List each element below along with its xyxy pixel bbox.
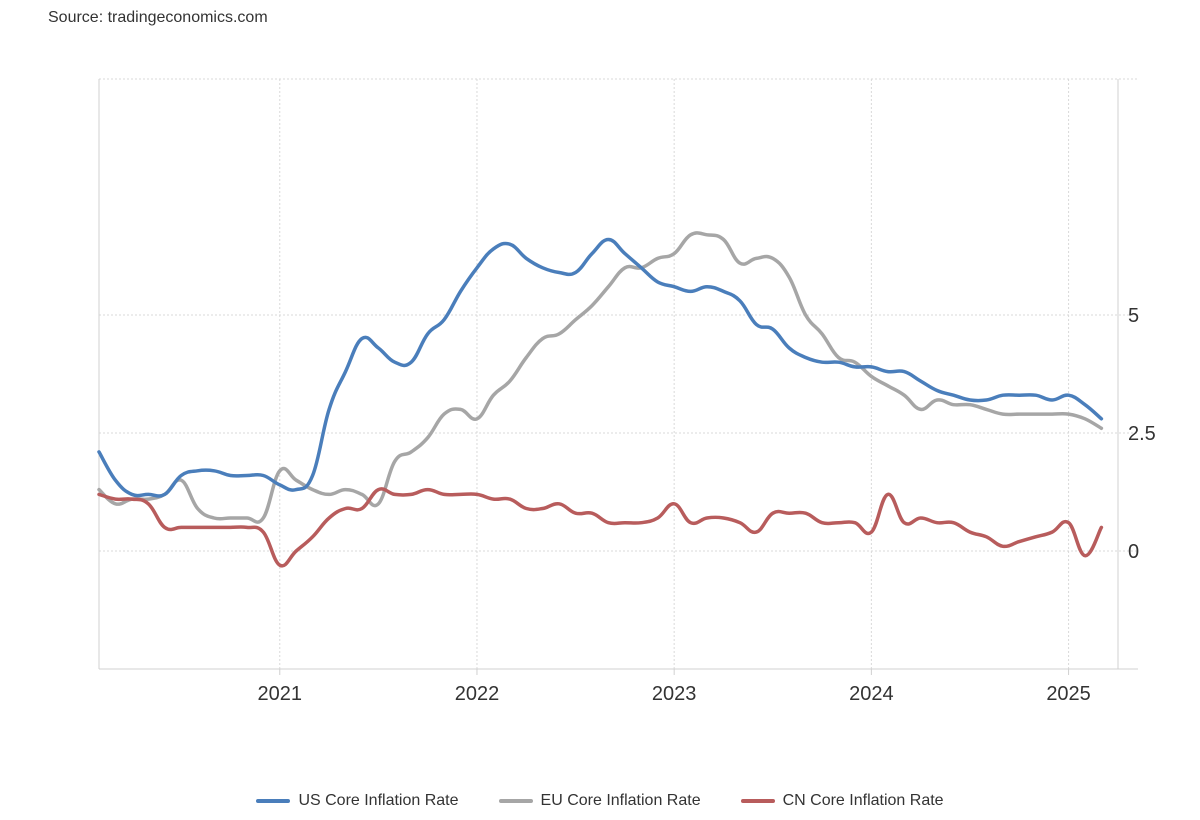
- legend-swatch: [256, 799, 291, 803]
- series-line-us-core-inflation-rate: [97, 237, 1104, 498]
- legend-item[interactable]: CN Core Inflation Rate: [740, 792, 944, 810]
- x-tick-label: 2021: [258, 683, 303, 705]
- series-line-eu-core-inflation-rate: [97, 231, 1104, 524]
- x-tick-label: 2025: [1046, 683, 1091, 705]
- x-tick-label: 2022: [455, 683, 500, 705]
- line-chart: 5 2.5 0 2021 2022 2023 2024 2025: [97, 78, 1156, 705]
- legend-label: CN Core Inflation Rate: [782, 792, 944, 809]
- y-tick-label: 5: [1128, 305, 1139, 327]
- y-tick-label: 2.5: [1128, 423, 1156, 445]
- legend-item[interactable]: US Core Inflation Rate: [256, 792, 459, 810]
- x-tick-label: 2024: [849, 683, 894, 705]
- y-tick-label: 0: [1128, 541, 1139, 563]
- chart-legend: US Core Inflation Rate EU Core Inflation …: [0, 792, 1200, 810]
- legend-swatch: [498, 799, 533, 803]
- series-line-cn-core-inflation-rate: [97, 487, 1104, 568]
- x-tick-label: 2023: [652, 683, 697, 705]
- legend-label: US Core Inflation Rate: [298, 792, 459, 809]
- source-label: Source: tradingeconomics.com: [48, 9, 268, 26]
- legend-swatch: [740, 799, 775, 803]
- legend-label: EU Core Inflation Rate: [540, 792, 701, 809]
- legend-item[interactable]: EU Core Inflation Rate: [498, 792, 701, 810]
